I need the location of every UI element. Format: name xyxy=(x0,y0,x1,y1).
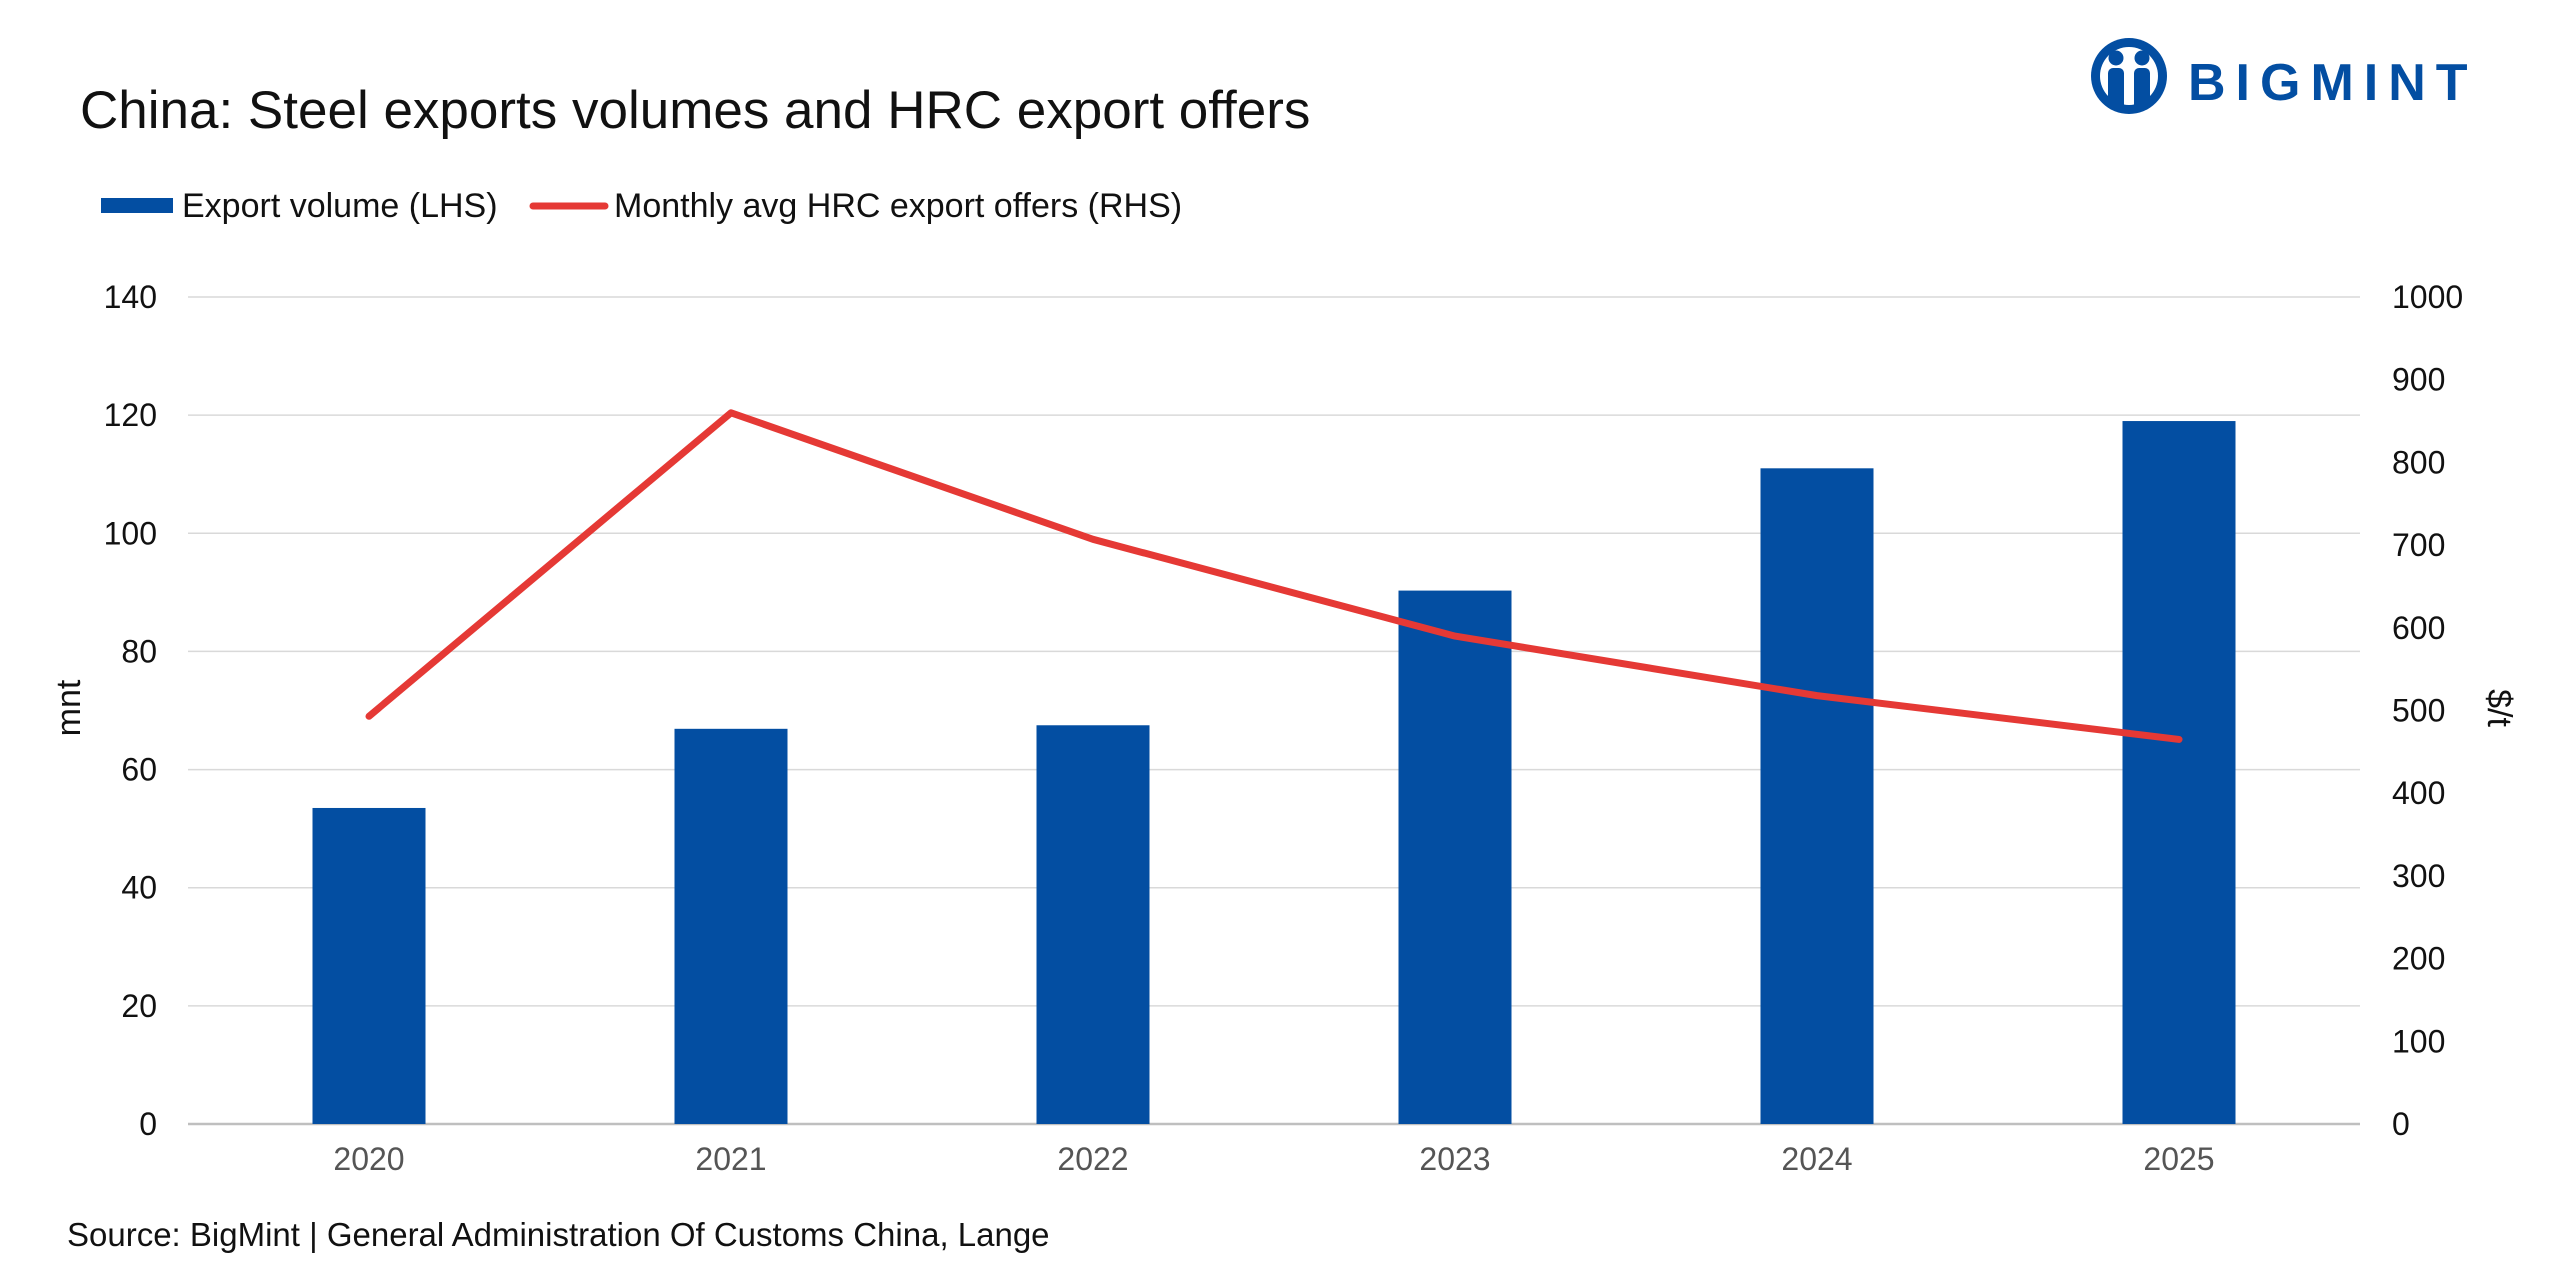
x-tick-label: 2022 xyxy=(1057,1141,1128,1177)
right-tick-label: 600 xyxy=(2392,610,2445,646)
right-tick-label: 100 xyxy=(2392,1023,2445,1059)
left-tick-label: 60 xyxy=(121,752,157,788)
right-tick-label: 800 xyxy=(2392,444,2445,480)
source-note: Source: BigMint | General Administration… xyxy=(67,1216,1050,1253)
chart-title: China: Steel exports volumes and HRC exp… xyxy=(80,81,1310,140)
bar-2024 xyxy=(1760,468,1874,1124)
line-point-2024 xyxy=(1816,695,1818,697)
left-tick-label: 0 xyxy=(139,1106,157,1142)
right-tick-label: 300 xyxy=(2392,858,2445,894)
right-tick-label: 200 xyxy=(2392,941,2445,977)
right-tick-label: 900 xyxy=(2392,362,2445,398)
line-point-2022 xyxy=(1092,538,1094,540)
line-point-2021 xyxy=(730,412,732,414)
right-axis: 0 100 200 300 400 500 600 700 800 900 1000 xyxy=(2392,279,2463,1142)
right-axis-title: $/t xyxy=(2480,689,2518,727)
x-tick-label: 2023 xyxy=(1419,1141,1490,1177)
bar-2020 xyxy=(312,807,426,1124)
right-tick-label: 400 xyxy=(2392,775,2445,811)
left-tick-label: 80 xyxy=(121,633,157,669)
line-point-2025 xyxy=(2178,738,2180,740)
legend-label-hrc-offers: Monthly avg HRC export offers (RHS) xyxy=(614,187,1182,225)
legend-item-export-volume: Export volume (LHS) xyxy=(101,187,498,225)
x-tick-label: 2025 xyxy=(2143,1141,2214,1177)
bigmint-people-logo-icon xyxy=(2091,38,2167,114)
legend-label-export-volume: Export volume (LHS) xyxy=(182,187,498,225)
hrc-offer-line xyxy=(365,409,2183,743)
right-tick-label: 0 xyxy=(2392,1106,2410,1142)
left-tick-label: 40 xyxy=(121,870,157,906)
left-tick-label: 140 xyxy=(104,279,157,315)
x-tick-label: 2020 xyxy=(333,1141,404,1177)
x-axis: 2020 2021 2022 2023 2024 2025 xyxy=(333,1141,2214,1177)
x-tick-label: 2021 xyxy=(695,1141,766,1177)
bars xyxy=(312,421,2236,1124)
bar-2023 xyxy=(1398,590,1512,1124)
bar-2022 xyxy=(1036,725,1150,1124)
right-tick-label: 500 xyxy=(2392,693,2445,729)
legend: Export volume (LHS) Monthly avg HRC expo… xyxy=(101,187,1182,225)
bigmint-logo: BIGMINT xyxy=(2091,38,2478,114)
right-tick-label: 700 xyxy=(2392,527,2445,563)
left-tick-label: 120 xyxy=(104,397,157,433)
left-axis: 0 20 40 60 80 100 120 140 xyxy=(104,279,157,1142)
bar-2021 xyxy=(674,728,788,1124)
gridlines xyxy=(188,296,2360,1126)
legend-swatch-bar xyxy=(101,198,173,213)
left-tick-label: 100 xyxy=(104,515,157,551)
line-point-2020 xyxy=(368,715,370,717)
right-tick-label: 1000 xyxy=(2392,279,2463,315)
logo-text: BIGMINT xyxy=(2188,54,2478,112)
x-tick-label: 2024 xyxy=(1781,1141,1852,1177)
legend-item-hrc-offers: Monthly avg HRC export offers (RHS) xyxy=(529,187,1182,225)
left-axis-title: mnt xyxy=(50,679,88,736)
left-tick-label: 20 xyxy=(121,988,157,1024)
hrc-offer-polyline xyxy=(365,409,2183,743)
line-point-2023 xyxy=(1454,635,1456,637)
bar-2025 xyxy=(2122,421,2236,1124)
